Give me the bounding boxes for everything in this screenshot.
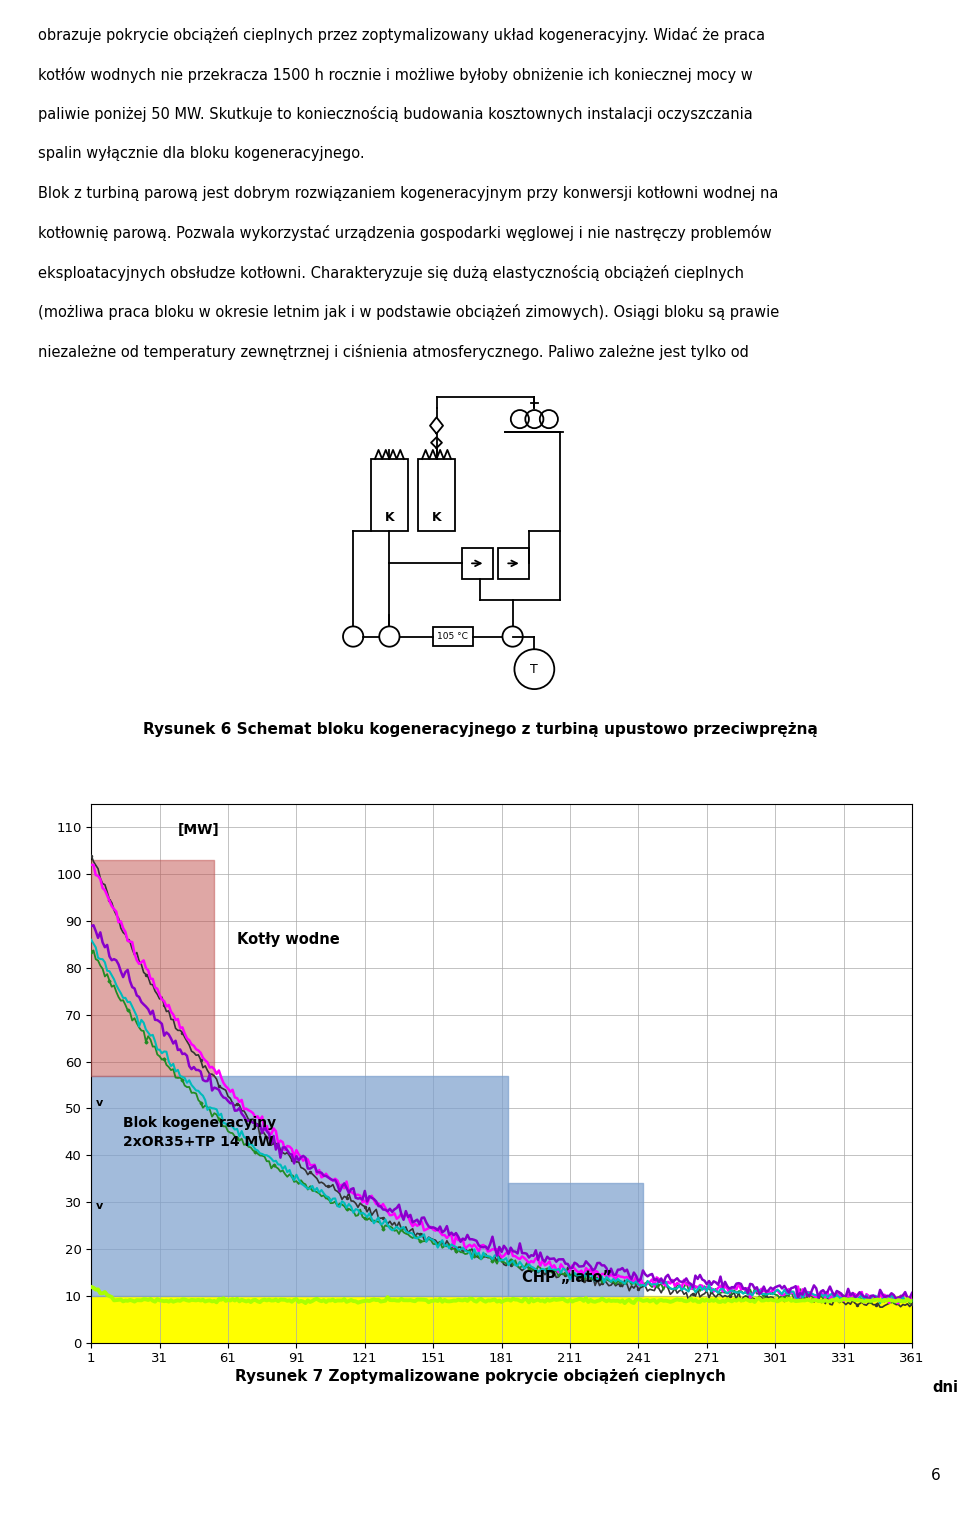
Text: 105 °C: 105 °C — [438, 633, 468, 642]
Text: K: K — [432, 511, 442, 525]
Bar — [372, 460, 408, 531]
Text: Rysunek 7 Zoptymalizowane pokrycie obciążeń cieplnych: Rysunek 7 Zoptymalizowane pokrycie obcią… — [234, 1368, 726, 1384]
Text: v: v — [96, 1098, 103, 1107]
Text: CHP „lato”: CHP „lato” — [522, 1270, 612, 1285]
Text: Blok z turbiną parową jest dobrym rozwiązaniem kogeneracyjnym przy konwersji kot: Blok z turbiną parową jest dobrym rozwią… — [38, 187, 779, 200]
Text: paliwie poniżej 50 MW. Skutkuje to koniecznością budowania kosztownych instalacj: paliwie poniżej 50 MW. Skutkuje to konie… — [38, 106, 754, 123]
Text: 6: 6 — [931, 1468, 941, 1482]
Text: v: v — [96, 1201, 103, 1211]
Text: Kotły wodne: Kotły wodne — [237, 933, 340, 948]
Text: K: K — [385, 511, 395, 525]
Text: obrazuje pokrycie obciążeń cieplnych przez zoptymalizowany układ kogeneracyjny. : obrazuje pokrycie obciążeń cieplnych prz… — [38, 27, 765, 42]
Text: Blok kogeneracyjny
2xOR35+TP 14 MW: Blok kogeneracyjny 2xOR35+TP 14 MW — [123, 1117, 276, 1148]
Bar — [433, 628, 472, 646]
Text: kotłownię parową. Pozwala wykorzystać urządzenia gospodarki węglowej i nie nastr: kotłownię parową. Pozwala wykorzystać ur… — [38, 225, 772, 241]
Text: niezależne od temperatury zewnętrznej i ciśnienia atmosferycznego. Paliwo zależn: niezależne od temperatury zewnętrznej i … — [38, 344, 749, 360]
Text: kotłów wodnych nie przekracza 1500 h rocznie i możliwe byłoby obniżenie ich koni: kotłów wodnych nie przekracza 1500 h roc… — [38, 67, 754, 82]
Bar — [419, 460, 455, 531]
Text: T: T — [531, 663, 539, 675]
Bar — [498, 548, 529, 578]
Text: eksploatacyjnych obsłudze kotłowni. Charakteryzuje się dużą elastycznością obcią: eksploatacyjnych obsłudze kotłowni. Char… — [38, 264, 744, 281]
Text: dni: dni — [932, 1380, 958, 1396]
Text: (możliwa praca bloku w okresie letnim jak i w podstawie obciążeń zimowych). Osią: (możliwa praca bloku w okresie letnim ja… — [38, 305, 780, 320]
Text: Rysunek 6 Schemat bloku kogeneracyjnego z turbiną upustowo przeciwprężną: Rysunek 6 Schemat bloku kogeneracyjnego … — [143, 722, 817, 737]
Bar — [462, 548, 492, 578]
Text: spalin wyłącznie dla bloku kogeneracyjnego.: spalin wyłącznie dla bloku kogeneracyjne… — [38, 146, 365, 161]
Text: [MW]: [MW] — [178, 822, 219, 837]
